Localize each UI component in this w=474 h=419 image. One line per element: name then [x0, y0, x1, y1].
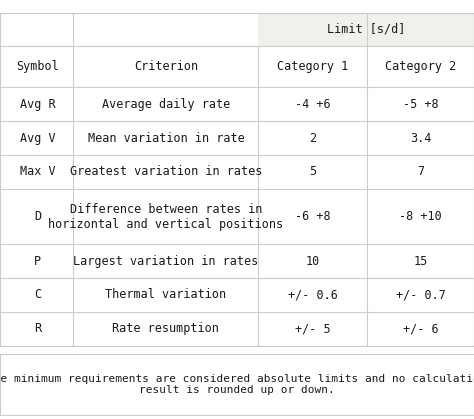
Text: 15: 15 [413, 255, 428, 268]
Text: The minimum requirements are considered absolute limits and no calculation
resul: The minimum requirements are considered … [0, 374, 474, 395]
Text: 2: 2 [309, 132, 317, 145]
Text: 3.4: 3.4 [410, 132, 431, 145]
Text: C: C [34, 288, 42, 301]
Text: Category 1: Category 1 [277, 60, 348, 73]
Text: Average daily rate: Average daily rate [102, 98, 230, 111]
Text: Symbol: Symbol [17, 60, 59, 73]
Text: R: R [34, 322, 42, 335]
Text: P: P [34, 255, 42, 268]
Text: Avg R: Avg R [20, 98, 56, 111]
Text: Avg V: Avg V [20, 132, 56, 145]
Text: Greatest variation in rates: Greatest variation in rates [70, 166, 262, 178]
Text: Category 2: Category 2 [385, 60, 456, 73]
Text: 10: 10 [306, 255, 320, 268]
Text: +/- 0.6: +/- 0.6 [288, 288, 338, 301]
Text: -8 +10: -8 +10 [399, 210, 442, 223]
Text: Max V: Max V [20, 166, 56, 178]
Text: Difference between rates in
horizontal and vertical positions: Difference between rates in horizontal a… [48, 202, 283, 230]
Text: Limit [s/d]: Limit [s/d] [327, 23, 405, 36]
Text: +/- 6: +/- 6 [403, 322, 438, 335]
Text: Mean variation in rate: Mean variation in rate [88, 132, 244, 145]
Bar [0, 13, 474, 346]
Text: 7: 7 [417, 166, 424, 178]
Text: 5: 5 [309, 166, 317, 178]
Text: +/- 5: +/- 5 [295, 322, 331, 335]
Text: -5 +8: -5 +8 [403, 98, 438, 111]
Text: -4 +6: -4 +6 [295, 98, 331, 111]
Text: -6 +8: -6 +8 [295, 210, 331, 223]
Bar [258, 13, 474, 47]
Text: +/- 0.7: +/- 0.7 [396, 288, 446, 301]
Text: Largest variation in rates: Largest variation in rates [73, 255, 258, 268]
Text: Criterion: Criterion [134, 60, 198, 73]
Text: D: D [34, 210, 42, 223]
Text: Rate resumption: Rate resumption [112, 322, 219, 335]
Text: Thermal variation: Thermal variation [105, 288, 227, 301]
